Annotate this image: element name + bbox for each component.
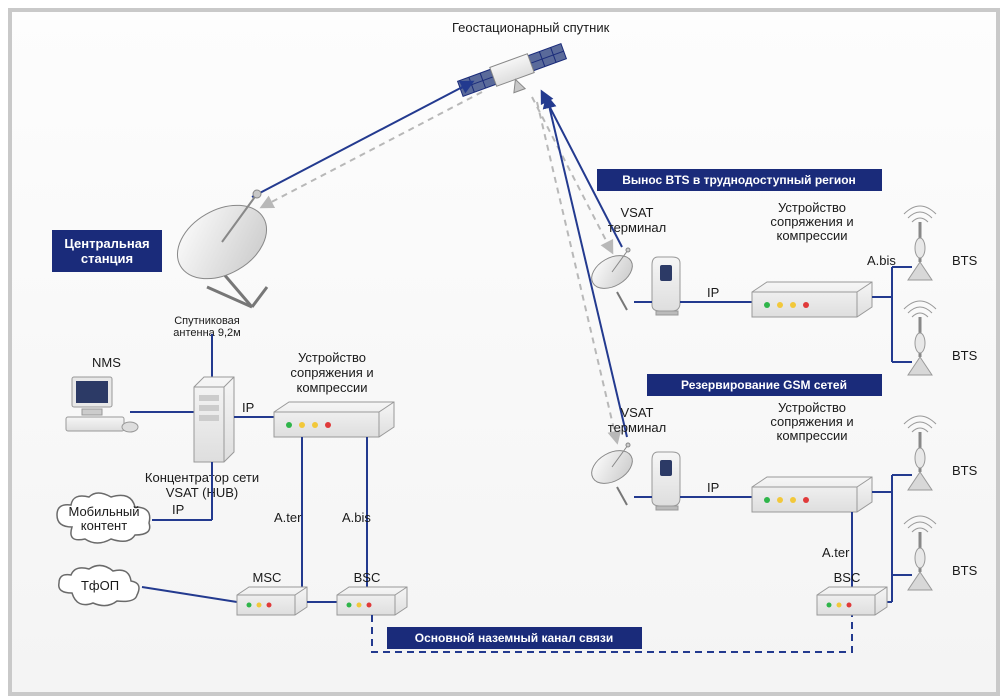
satellite-icon: [457, 42, 571, 110]
vsat-label: VSATтерминал: [608, 205, 666, 235]
pc-icon: [66, 377, 138, 432]
satellite-title: Геостационарный спутник: [452, 20, 610, 35]
ip-label: IP: [242, 400, 254, 415]
hub-server-icon: [194, 377, 234, 462]
bsc2-label: BSC: [834, 570, 861, 585]
ater-label: A.ter: [822, 545, 850, 560]
bts-label: BTS: [952, 253, 978, 268]
bts-label: BTS: [952, 463, 978, 478]
ip-label: IP: [707, 285, 719, 300]
hub-caption: Концентратор сетиVSAT (HUB): [145, 470, 259, 500]
main-channel-label: Основной наземный канал связи: [415, 631, 614, 645]
dish-small-icon: [586, 248, 638, 310]
coupling-label-r2: Устройствосопряжения икомпрессии: [770, 400, 853, 443]
antenna-icon: [904, 206, 936, 280]
ip-label: IP: [707, 480, 719, 495]
vsat-terminal-icon: [652, 452, 680, 510]
abis-label: A.bis: [342, 510, 371, 525]
ater-label: A.ter: [274, 510, 302, 525]
msc-label: MSC: [253, 570, 282, 585]
link-line: [142, 587, 237, 602]
vsat-terminal-icon: [652, 257, 680, 315]
gsm-reserve-label: Резервирование GSM сетей: [681, 378, 847, 392]
coupling-label-r1: Устройствосопряжения икомпрессии: [770, 200, 853, 243]
vsat-label: VSATтерминал: [608, 405, 666, 435]
router-icon: [274, 402, 394, 437]
bsc-label: BSC: [354, 570, 381, 585]
cloud-tfop-label: ТфОП: [81, 578, 119, 593]
coupling-label: Устройствосопряжения икомпрессии: [290, 350, 373, 395]
dish-small-icon: [586, 443, 638, 505]
antenna-icon: [904, 416, 936, 490]
antenna-icon: [904, 516, 936, 590]
ip-label: IP: [172, 502, 184, 517]
nms-label: NMS: [92, 355, 121, 370]
bts-label: BTS: [952, 348, 978, 363]
remote-bts-label: Вынос BTS в труднодоступный регион: [622, 173, 856, 187]
dish-large-icon: [164, 190, 279, 307]
router-sm-icon: [237, 587, 307, 615]
router-icon: [752, 282, 872, 317]
bts-label: BTS: [952, 563, 978, 578]
link-arrow: [252, 82, 472, 197]
router-icon: [752, 477, 872, 512]
antenna-icon: [904, 301, 936, 375]
router-sm-icon: [817, 587, 887, 615]
router-sm-icon: [337, 587, 407, 615]
link-arrow: [262, 92, 482, 207]
abis-label: A.bis: [867, 253, 896, 268]
dish-caption: Спутниковаяантенна 9,2м: [173, 315, 240, 339]
